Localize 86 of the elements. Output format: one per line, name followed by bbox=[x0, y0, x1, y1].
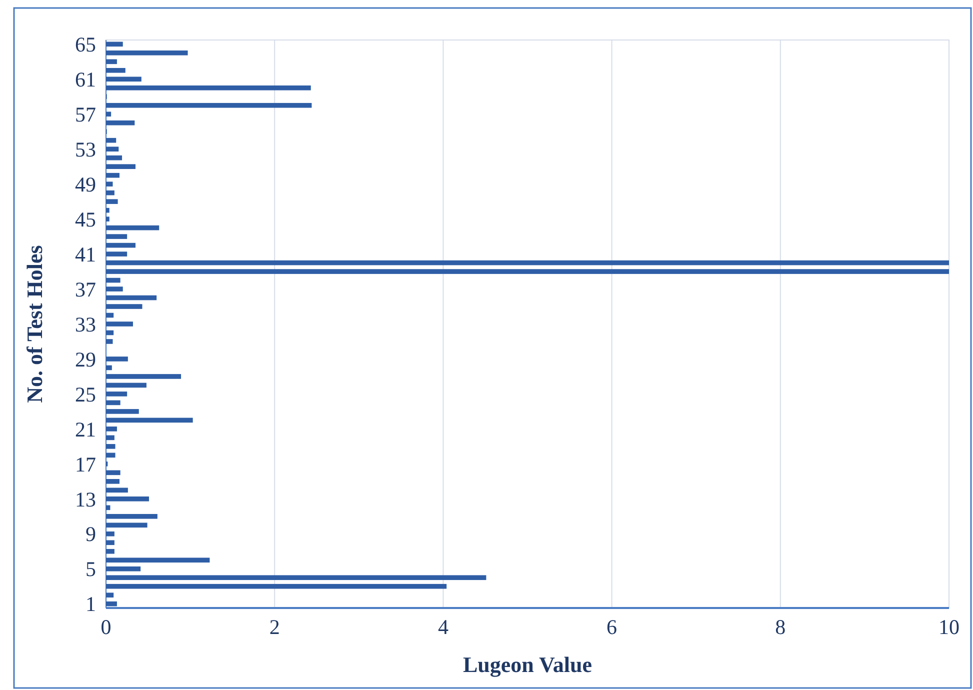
x-axis-title: Lugeon Value bbox=[463, 652, 592, 677]
bar bbox=[106, 382, 146, 388]
bar bbox=[106, 199, 118, 204]
bar bbox=[106, 312, 114, 318]
bar bbox=[106, 216, 110, 222]
bar bbox=[106, 278, 120, 283]
bar bbox=[106, 112, 112, 117]
bar bbox=[106, 470, 120, 476]
y-tick-label: 9 bbox=[86, 522, 96, 546]
bar bbox=[106, 400, 120, 406]
y-tick-label: 65 bbox=[75, 32, 96, 57]
bar bbox=[106, 252, 128, 256]
bar bbox=[106, 374, 182, 379]
bar bbox=[106, 242, 136, 248]
bar bbox=[106, 479, 120, 484]
bar bbox=[106, 120, 135, 126]
x-tick-label: 2 bbox=[269, 615, 280, 639]
bar bbox=[106, 558, 210, 563]
bar bbox=[106, 426, 117, 432]
bar bbox=[106, 182, 113, 186]
bar bbox=[106, 365, 112, 370]
bar bbox=[106, 575, 486, 580]
bar bbox=[106, 42, 123, 47]
y-tick-label: 29 bbox=[75, 347, 96, 372]
bar bbox=[106, 59, 117, 64]
bar bbox=[106, 531, 114, 536]
y-tick-label: 45 bbox=[75, 207, 96, 232]
bar bbox=[106, 286, 123, 292]
bar bbox=[106, 155, 122, 160]
bar bbox=[106, 496, 149, 502]
y-axis-title: No. of Test Holes bbox=[22, 244, 47, 403]
x-tick-label: 10 bbox=[938, 615, 960, 639]
y-tick-label: 1 bbox=[86, 592, 96, 616]
bar bbox=[106, 540, 114, 546]
bar bbox=[106, 356, 128, 362]
y-tick-label: 13 bbox=[75, 487, 96, 512]
bar bbox=[106, 452, 116, 458]
y-tick-label: 57 bbox=[75, 102, 96, 126]
bar bbox=[106, 225, 160, 230]
bar bbox=[106, 601, 117, 606]
bar bbox=[106, 435, 114, 440]
y-tick-label: 25 bbox=[75, 382, 96, 406]
y-tick-label: 37 bbox=[75, 277, 96, 302]
bar bbox=[106, 584, 447, 589]
bar bbox=[106, 330, 114, 336]
bar bbox=[106, 138, 116, 143]
bar bbox=[106, 514, 158, 519]
bar bbox=[106, 295, 157, 300]
bar bbox=[106, 418, 193, 423]
bar bbox=[106, 68, 126, 73]
bar bbox=[106, 444, 116, 449]
y-tick-label: 21 bbox=[75, 417, 96, 442]
bar bbox=[106, 304, 142, 309]
bar bbox=[106, 269, 949, 274]
bar bbox=[106, 592, 114, 598]
y-tick-label: 49 bbox=[75, 172, 96, 196]
bar bbox=[106, 409, 139, 414]
x-tick-label: 0 bbox=[100, 615, 112, 639]
bar bbox=[106, 260, 949, 266]
bar bbox=[106, 339, 113, 344]
bar bbox=[106, 505, 110, 510]
bar bbox=[106, 392, 128, 396]
bar bbox=[106, 164, 136, 169]
bar bbox=[106, 488, 128, 493]
bar bbox=[106, 234, 128, 239]
x-tick-label: 8 bbox=[775, 615, 786, 639]
bar bbox=[106, 172, 120, 178]
bar bbox=[106, 548, 114, 554]
x-tick-label: 4 bbox=[438, 615, 449, 639]
y-tick-label: 61 bbox=[75, 67, 96, 92]
y-tick-label: 17 bbox=[75, 452, 96, 476]
y-tick-label: 33 bbox=[75, 312, 96, 336]
bar bbox=[106, 208, 110, 213]
bar bbox=[106, 566, 141, 572]
bar bbox=[106, 522, 148, 528]
y-tick-label: 53 bbox=[75, 137, 96, 162]
bar bbox=[106, 76, 142, 82]
bar bbox=[106, 50, 188, 56]
bar bbox=[106, 102, 312, 108]
y-tick-label: 5 bbox=[86, 557, 96, 582]
bar bbox=[106, 85, 311, 90]
y-tick-label: 41 bbox=[75, 242, 96, 266]
bar bbox=[106, 322, 133, 326]
bar bbox=[106, 146, 119, 152]
bar bbox=[106, 190, 114, 196]
x-tick-label: 6 bbox=[606, 615, 618, 639]
